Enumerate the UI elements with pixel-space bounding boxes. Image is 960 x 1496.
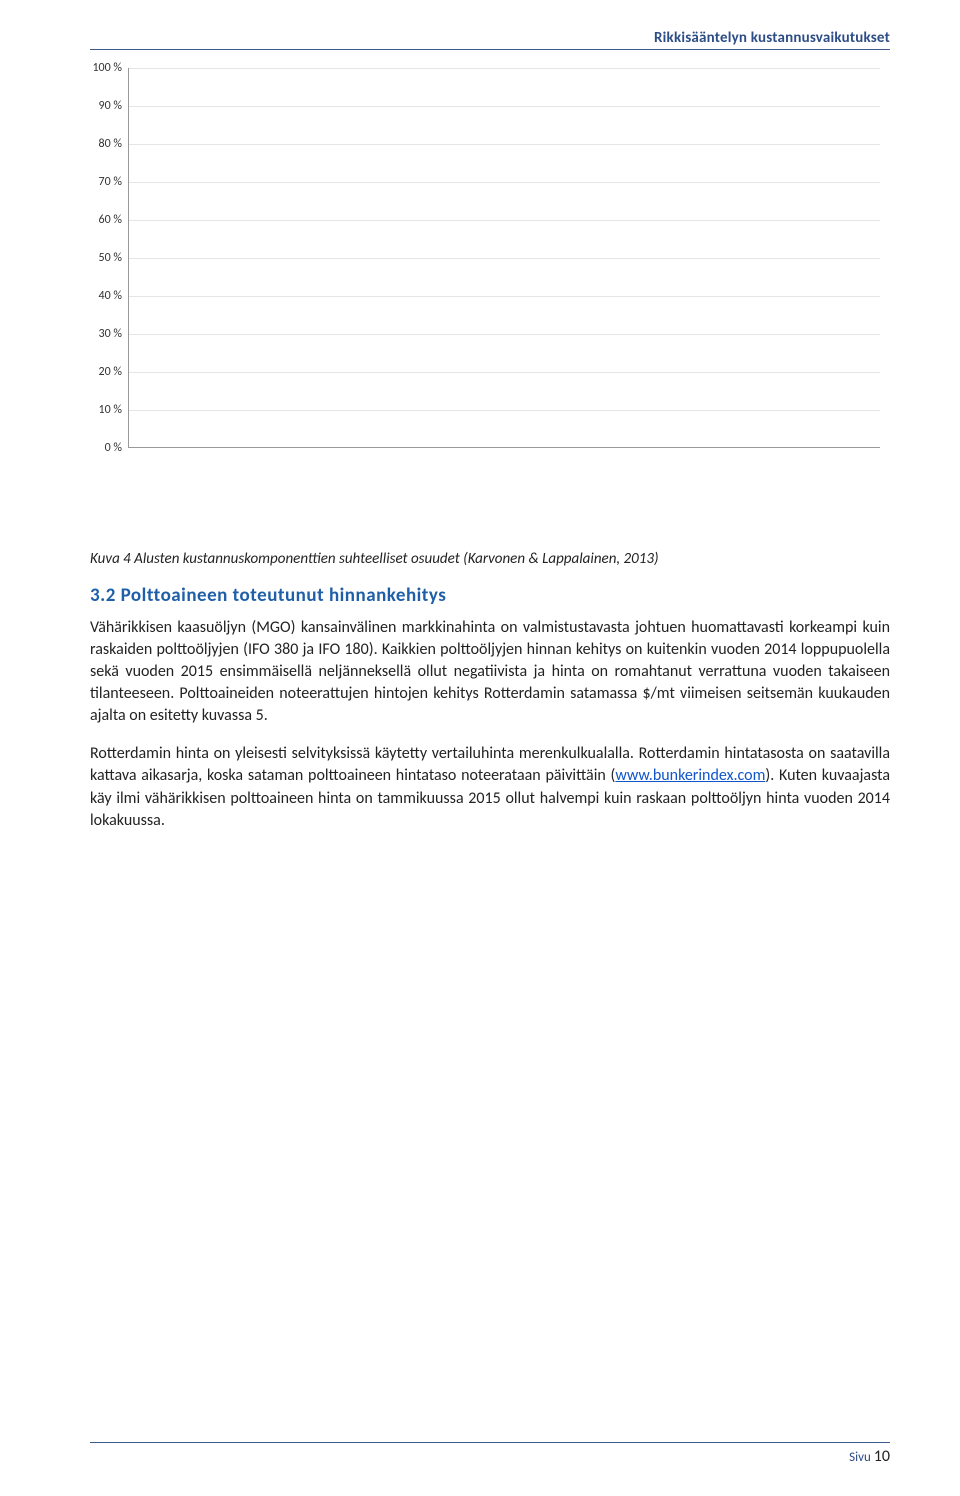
gridline (129, 106, 880, 107)
y-tick-label: 100 % (70, 61, 122, 75)
y-tick-label: 20 % (70, 365, 122, 379)
y-tick-label: 80 % (70, 137, 122, 151)
page: Rikkisääntelyn kustannusvaikutukset 0 % 1… (0, 0, 960, 1496)
gridline (129, 144, 880, 145)
gridline (129, 258, 880, 259)
gridline (129, 68, 880, 69)
gridline (129, 296, 880, 297)
bunkerindex-link[interactable]: www.bunkerindex.com (615, 766, 765, 785)
y-tick-label: 10 % (70, 403, 122, 417)
y-tick-label: 30 % (70, 327, 122, 341)
chart-area: 0 %10 %20 %30 %40 %50 %60 %70 %80 %90 %1… (70, 68, 890, 498)
plot-area (128, 68, 880, 448)
gridline (129, 220, 880, 221)
body-paragraph-2: Rotterdamin hinta on yleisesti selvityks… (90, 743, 890, 831)
gridline (129, 372, 880, 373)
footer-page-number: 10 (874, 1447, 890, 1466)
y-tick-label: 70 % (70, 175, 122, 189)
page-footer: Sivu 10 (90, 1442, 890, 1466)
header-title: Rikkisääntelyn kustannusvaikutukset (654, 29, 890, 47)
y-tick-label: 60 % (70, 213, 122, 227)
y-tick-label: 40 % (70, 289, 122, 303)
footer-label: Sivu (849, 1450, 871, 1465)
gridline (129, 410, 880, 411)
figure-caption: Kuva 4 Alusten kustannuskomponenttien su… (90, 550, 890, 568)
section-heading: 3.2 Polttoaineen toteutunut hinnankehity… (90, 584, 890, 607)
cost-share-chart: 0 %10 %20 %30 %40 %50 %60 %70 %80 %90 %1… (70, 68, 870, 498)
y-tick-label: 50 % (70, 251, 122, 265)
gridline (129, 334, 880, 335)
body-paragraph-1: Vähärikkisen kaasuöljyn (MGO) kansainväl… (90, 617, 890, 727)
gridline (129, 182, 880, 183)
y-axis: 0 %10 %20 %30 %40 %50 %60 %70 %80 %90 %1… (70, 68, 128, 448)
y-tick-label: 0 % (70, 441, 122, 455)
running-header: Rikkisääntelyn kustannusvaikutukset (90, 28, 890, 50)
y-tick-label: 90 % (70, 99, 122, 113)
